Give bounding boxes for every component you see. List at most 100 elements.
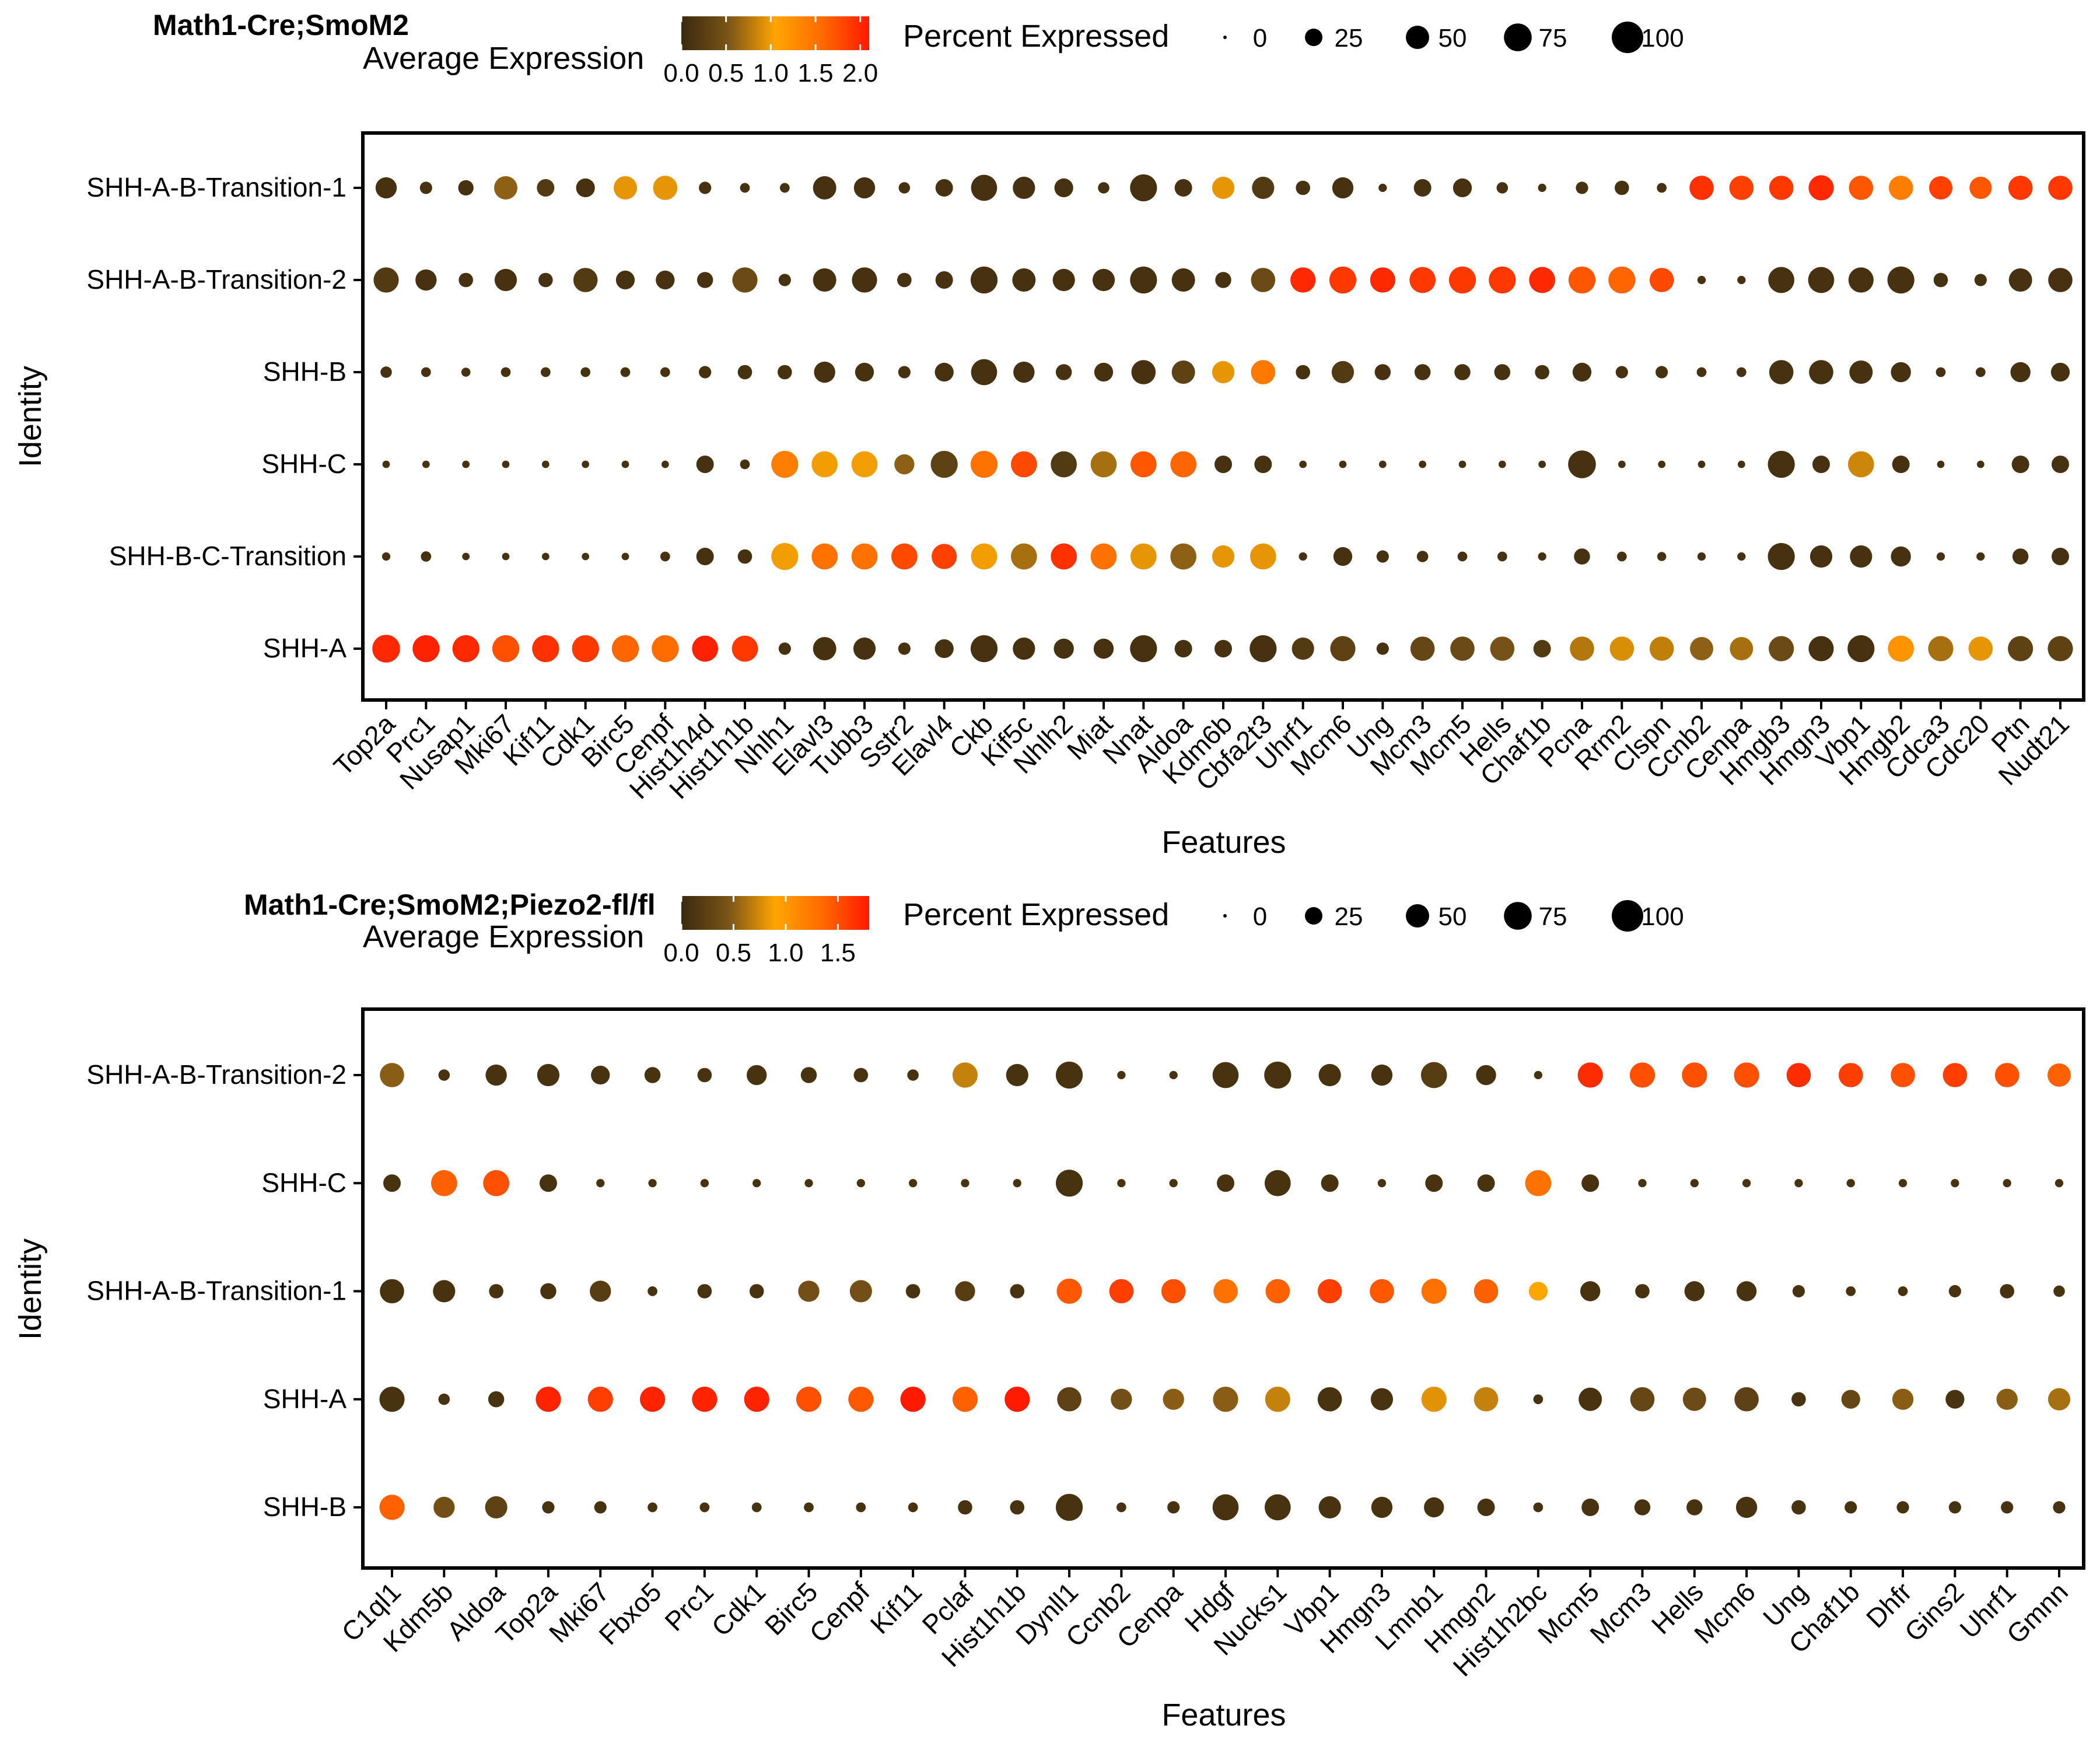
dot [1013,176,1035,200]
dot [1576,181,1588,194]
dot [813,637,836,660]
dot [1769,360,1794,384]
dot [1734,1062,1759,1088]
dot [746,1065,767,1086]
dot [1174,640,1192,657]
dot [483,1170,509,1196]
dot [853,177,876,199]
dot [1892,1388,1914,1410]
dot [1012,268,1036,292]
dot [1212,1062,1239,1088]
dot [1690,1179,1699,1188]
dot [1729,176,1754,200]
dot [2010,362,2031,383]
dot [851,451,878,478]
dot [652,635,679,663]
panel-1-x-axis-title: Features [1161,825,1286,860]
size-legend-label: 100 [1641,902,1684,931]
dot [1538,183,1546,192]
dot [778,365,792,380]
dot [1339,460,1347,468]
size-legend-dot [1223,914,1227,918]
dot [1578,1387,1602,1411]
dot [1212,360,1235,384]
dot [1742,1179,1751,1188]
dot [1809,360,1833,384]
y-tick-label: SHH-A-B-Transition-1 [86,1276,346,1306]
dot [1929,176,1952,200]
dot [1117,1070,1126,1080]
dot [811,451,838,478]
dot [1251,268,1276,292]
dot [1370,1279,1394,1304]
dot [952,1387,978,1412]
dot [1737,552,1746,561]
dot [1454,364,1471,380]
x-tick-label: Gmnn [2001,1576,2074,1649]
dot [898,182,911,194]
dot [1768,267,1795,293]
x-tick-label: Cenpf [803,1576,876,1648]
size-legend-dot [1504,902,1532,930]
dot [1318,1496,1341,1519]
size-legend-dot [1305,907,1322,925]
y-tick-label: SHH-A [263,633,346,663]
dot [1170,543,1197,570]
dot [1574,548,1590,565]
dot [700,1179,709,1188]
dot [494,176,517,200]
size-legend-dot [1504,23,1532,51]
dot [813,268,836,292]
dot [2052,548,2069,565]
dot [1117,1179,1126,1188]
dot [620,367,631,377]
dot [1167,1501,1180,1514]
dot [1213,1387,1238,1412]
dot [2048,176,2073,200]
dot [891,543,918,570]
dot [379,1494,405,1520]
dot [1898,1286,1908,1296]
dot [1474,1279,1499,1304]
dot [908,1502,918,1513]
dot [653,176,678,200]
dot [1937,460,1945,468]
dot [1333,547,1353,566]
dot [502,552,510,561]
size-legend-label: 0 [1253,902,1267,931]
dot [935,179,953,197]
dot [1529,267,1556,293]
dot [438,1069,450,1081]
dot [1841,1390,1860,1409]
dot [1477,1174,1495,1192]
dot [656,270,675,290]
size-legend-label: 0 [1253,24,1267,52]
size-legend-dot [1406,26,1429,49]
dot [1538,552,1546,561]
dot [1054,638,1074,659]
color-tick-label: 1.5 [820,939,856,967]
dot [1635,1284,1650,1298]
dot [1130,451,1157,478]
dot [485,1496,508,1519]
dot [935,271,953,289]
dot [1936,552,1945,561]
dot [541,460,550,468]
dot [1808,636,1834,662]
dot [1161,1279,1186,1304]
dot [1658,460,1666,468]
dot [1577,1062,1603,1088]
dot [1846,1179,1855,1188]
dot [2008,176,2033,200]
dot [2054,1179,2064,1188]
dot [438,1393,450,1405]
color-tick-label: 1.0 [753,59,789,88]
dot [2011,456,2029,473]
dot [1888,635,1915,662]
dot [1892,456,1910,473]
dot [419,181,432,194]
dot [696,548,714,565]
x-tick-label: Mcm3 [1584,1576,1657,1649]
dot [1682,1387,1706,1411]
